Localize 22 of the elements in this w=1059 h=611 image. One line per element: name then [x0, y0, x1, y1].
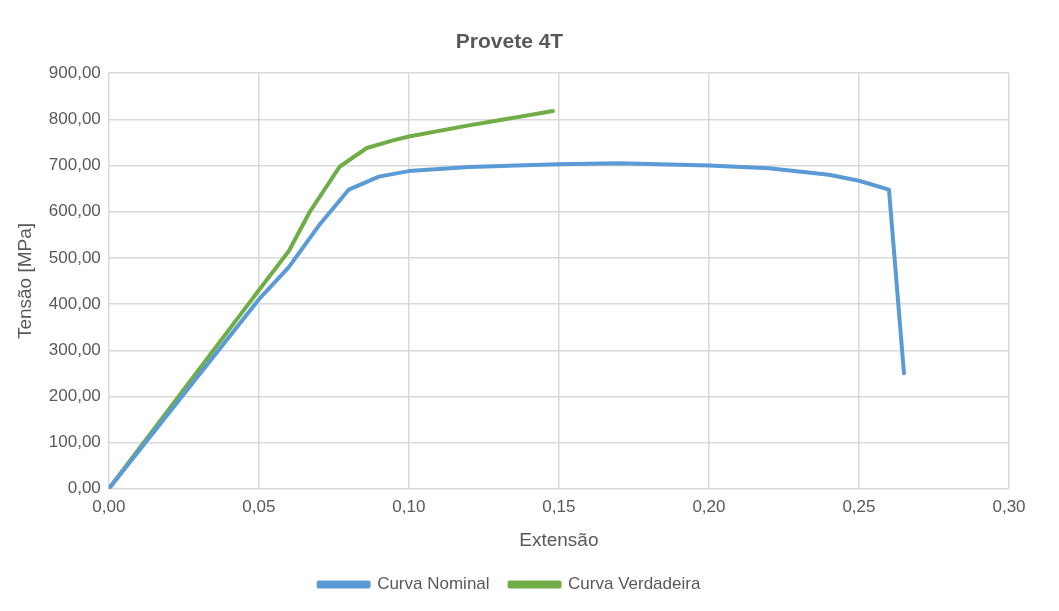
x-tick-label: 0,10 — [392, 496, 426, 516]
y-tick-label: 400,00 — [48, 293, 101, 313]
y-tick-label: 700,00 — [48, 155, 101, 175]
x-tick-label: 0,30 — [992, 496, 1026, 516]
y-tick-label: 100,00 — [48, 432, 101, 452]
y-tick-label: 600,00 — [48, 201, 101, 221]
y-axis-title: Tensão [MPa] — [13, 222, 35, 340]
y-tick-label: 800,00 — [48, 109, 101, 129]
y-tick-label: 300,00 — [48, 339, 101, 359]
y-tick-label: 500,00 — [48, 247, 101, 267]
legend-label: Curva Verdadeira — [568, 574, 701, 594]
x-axis-title: Extensão — [519, 528, 599, 550]
y-tick-label: 0,00 — [67, 478, 101, 498]
x-tick-label: 0,05 — [242, 496, 276, 516]
x-tick-label: 0,00 — [92, 496, 126, 516]
x-tick-label: 0,20 — [692, 496, 726, 516]
y-tick-label: 200,00 — [48, 386, 101, 406]
legend-label: Curva Nominal — [377, 574, 490, 594]
x-tick-label: 0,25 — [842, 496, 876, 516]
chart-title: Provete 4T — [455, 29, 564, 53]
y-tick-label: 900,00 — [48, 62, 101, 82]
x-tick-label: 0,15 — [542, 496, 576, 516]
